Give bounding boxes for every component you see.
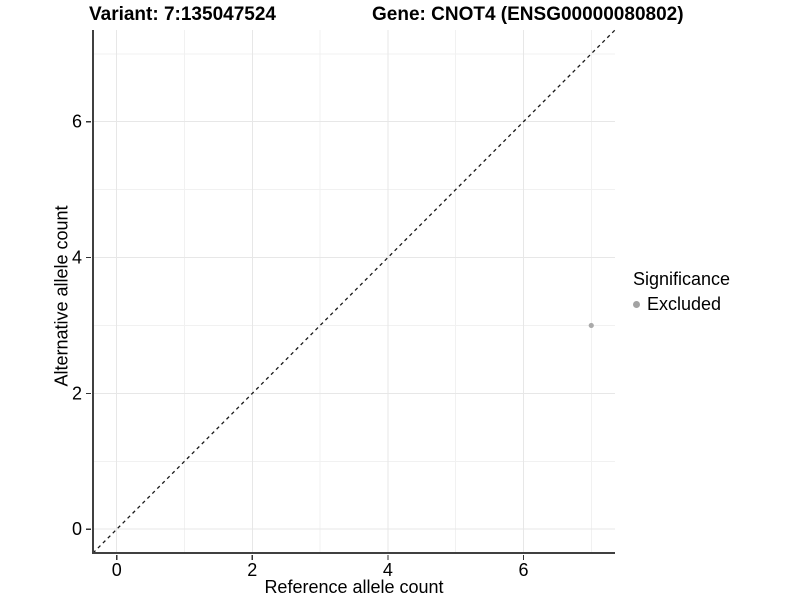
legend-item-label: Excluded	[647, 294, 722, 314]
x-tick-label: 0	[112, 560, 122, 580]
legend-title: Significance	[633, 269, 731, 289]
identity-line	[92, 29, 616, 554]
x-axis-title: Reference allele count	[264, 577, 444, 597]
y-tick-label: 0	[72, 519, 82, 539]
x-tick-label: 4	[383, 560, 393, 580]
legend-key-dot	[633, 301, 640, 308]
y-axis-title: Alternative allele count	[51, 205, 72, 387]
x-tick-label: 2	[247, 560, 257, 580]
x-tick-label: 6	[518, 560, 528, 580]
y-tick-label: 2	[72, 383, 82, 403]
y-tick-label: 6	[72, 112, 82, 132]
data-point	[588, 322, 594, 329]
gene-title: Gene: CNOT4 (ENSG00000080802)	[372, 4, 684, 25]
legend-item: Excluded	[630, 294, 730, 315]
legend: Significance Excluded	[630, 269, 730, 315]
variant-title: Variant: 7:135047524	[89, 4, 276, 25]
y-tick-label: 4	[72, 248, 82, 268]
